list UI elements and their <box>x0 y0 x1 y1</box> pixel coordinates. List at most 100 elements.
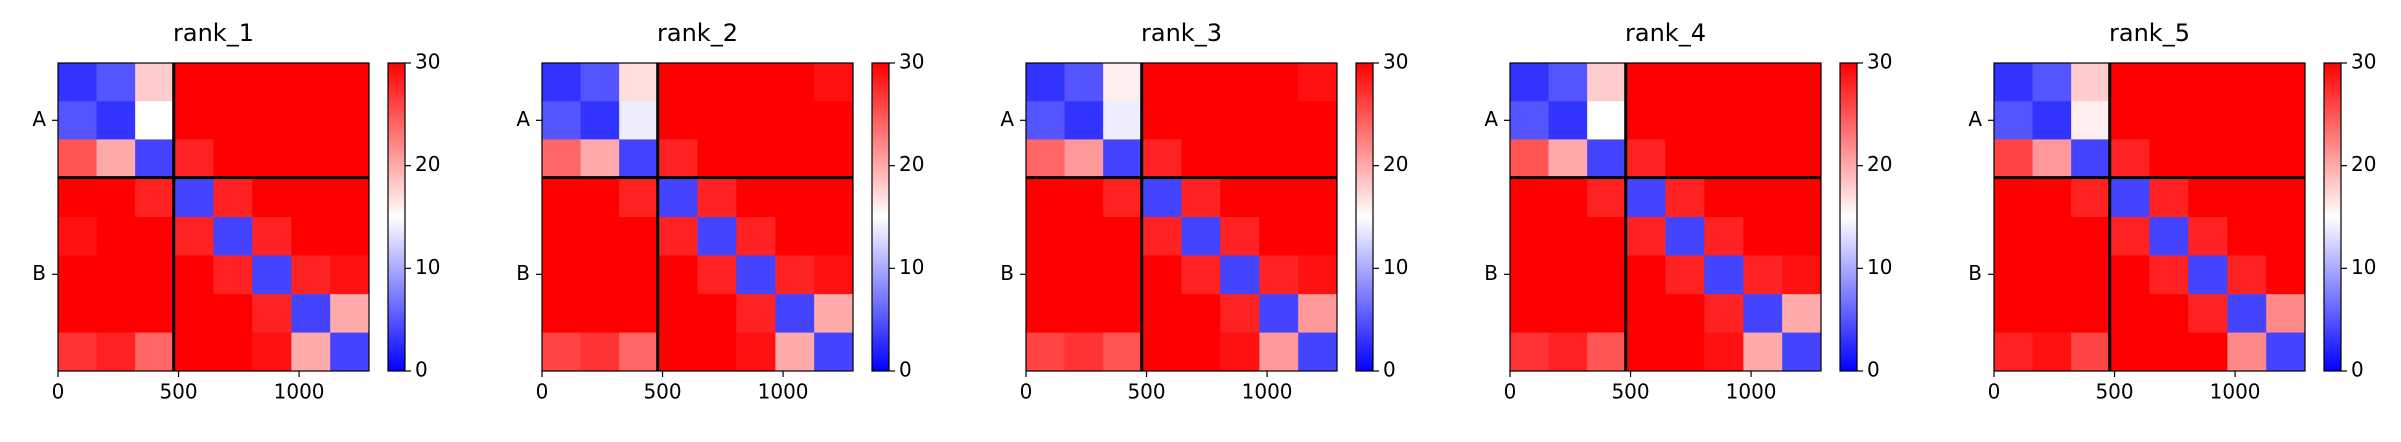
heatmap-cell <box>1665 101 1705 140</box>
heatmap-cell <box>1743 294 1783 334</box>
heatmap-cell <box>2032 255 2072 295</box>
heatmap-cell <box>1181 294 1221 334</box>
heatmap-cell <box>173 255 214 295</box>
heatmap-cell <box>1743 217 1783 256</box>
heatmap-cell <box>814 255 854 295</box>
heatmap-cell <box>542 294 582 334</box>
heatmap-cell <box>173 332 214 372</box>
heatmap-cell <box>1743 63 1783 102</box>
heatmap-cell <box>173 177 214 218</box>
heatmap-cell <box>58 177 98 218</box>
heatmap-cell <box>1510 177 1550 218</box>
heatmap-cell <box>1704 332 1744 372</box>
heatmap-cell <box>1743 332 1783 372</box>
heatmap-cell <box>2032 332 2072 372</box>
heatmap-cell <box>775 139 815 179</box>
plot-frame <box>1509 62 1822 372</box>
colorbar-tick-label: 0 <box>1867 358 1880 382</box>
heatmap-cell <box>1181 255 1221 295</box>
heatmap-cell <box>775 63 815 102</box>
heatmap-cell <box>1665 332 1705 372</box>
colorbar-tick-label: 20 <box>899 152 924 176</box>
heatmap-cell <box>2109 217 2150 256</box>
y-tick-label: A <box>1968 107 1982 131</box>
heatmap-cell <box>173 294 214 334</box>
heatmap-cell <box>2227 255 2267 295</box>
heatmap-cell <box>1064 101 1104 140</box>
colorbar-tick-label: 10 <box>415 255 440 279</box>
heatmap-cell <box>619 294 659 334</box>
heatmap-cell <box>1259 63 1299 102</box>
x-tick-label: 1000 <box>2210 380 2261 404</box>
x-tick-label: 500 <box>159 380 197 404</box>
heatmap-cell <box>657 294 698 334</box>
heatmap-cell <box>330 294 370 334</box>
colorbar-tick-label: 30 <box>1867 50 1892 74</box>
heatmap-cell <box>291 139 331 179</box>
y-tick-label: B <box>516 261 530 285</box>
heatmap-cell <box>1548 101 1588 140</box>
heatmap-cell <box>580 217 620 256</box>
heatmap-cell <box>330 332 370 372</box>
heatmap-cell <box>2188 139 2228 179</box>
heatmap-cell <box>2109 294 2150 334</box>
heatmap-cell <box>213 217 253 256</box>
heatmap-cell <box>619 332 659 372</box>
heatmap-cell <box>1510 255 1550 295</box>
heatmap-cell <box>1587 101 1627 140</box>
heatmap-cell <box>1141 217 1182 256</box>
heatmap-cell <box>96 101 136 140</box>
x-tick-label: 500 <box>2095 380 2133 404</box>
heatmap-cell <box>1510 101 1550 140</box>
heatmap-cell <box>58 217 98 256</box>
heatmap-cell <box>1704 101 1744 140</box>
heatmap-cell <box>697 63 737 102</box>
heatmap-cell <box>2266 63 2306 102</box>
heatmap-cell <box>252 177 292 218</box>
heatmap-cell <box>1994 255 2034 295</box>
heatmap-cell <box>736 139 776 179</box>
heatmap-cell <box>1298 63 1338 102</box>
colorbar-tick-label: 30 <box>1383 50 1408 74</box>
heatmap-cell <box>1220 63 1260 102</box>
heatmap-cell <box>814 139 854 179</box>
colorbar-tick-label: 10 <box>899 255 924 279</box>
heatmap-cell <box>542 63 582 102</box>
heatmap-cell <box>1510 294 1550 334</box>
chart-title: rank_3 <box>1141 19 1222 47</box>
heatmap-cell <box>2227 332 2267 372</box>
heatmap-cell <box>1587 177 1627 218</box>
x-tick-label: 500 <box>1127 380 1165 404</box>
heatmap-cell <box>1026 177 1066 218</box>
heatmap-cell <box>1704 294 1744 334</box>
heatmap-cell <box>96 63 136 102</box>
heatmap-cell <box>814 177 854 218</box>
heatmap-cell <box>2188 177 2228 218</box>
x-tick-label: 1000 <box>1242 380 1293 404</box>
heatmap-cell <box>580 177 620 218</box>
heatmap-cell <box>2032 139 2072 179</box>
heatmap-cell <box>2149 139 2189 179</box>
heatmap-cell <box>135 294 175 334</box>
heatmap-cell <box>2071 139 2111 179</box>
colorbar-tick-label: 0 <box>2351 358 2364 382</box>
heatmap-cell <box>542 101 582 140</box>
heatmap-cell <box>814 217 854 256</box>
plot-frame <box>1025 62 1338 372</box>
heatmap-cell <box>1103 255 1143 295</box>
x-tick-label: 0 <box>1504 380 1517 404</box>
heatmap-cell <box>173 63 214 102</box>
x-tick-label: 1000 <box>758 380 809 404</box>
heatmap-cell <box>173 139 214 179</box>
heatmap-cell <box>135 255 175 295</box>
colorbar <box>2323 62 2342 372</box>
heatmap-cell <box>291 255 331 295</box>
heatmap-cell <box>1994 101 2034 140</box>
heatmap-cell <box>2109 332 2150 372</box>
colorbar-tick-label: 10 <box>2351 255 2376 279</box>
heatmap-cell <box>1704 217 1744 256</box>
heatmap-cell <box>814 63 854 102</box>
heatmap-cell <box>96 217 136 256</box>
heatmap-cell <box>1587 139 1627 179</box>
heatmap-cell <box>1220 217 1260 256</box>
